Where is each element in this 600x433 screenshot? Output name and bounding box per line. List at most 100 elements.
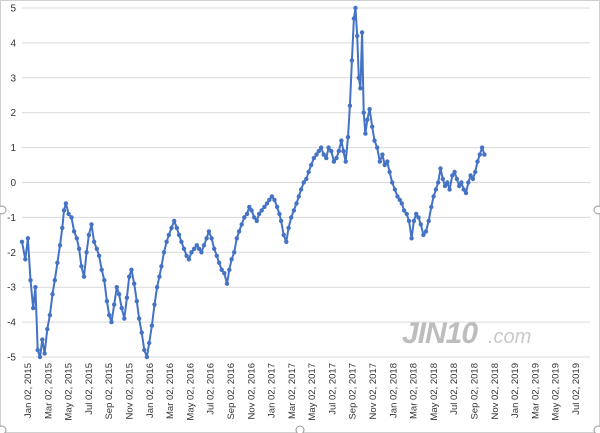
data-point (66, 211, 71, 217)
x-tick-label: Mar 02, 2018 (409, 363, 420, 419)
selection-handles[interactable] (0, 205, 600, 433)
data-point (296, 194, 301, 199)
data-point (154, 285, 160, 290)
data-point (482, 152, 487, 157)
data-point (174, 225, 179, 231)
data-point (196, 246, 202, 251)
y-tick-label: 4 (10, 38, 16, 49)
data-point (60, 225, 65, 231)
data-point (227, 267, 232, 272)
x-axis: Jan 02, 2015 Mar 02, 2015 May 02, 2015 Jul … (23, 363, 582, 421)
data-point (286, 225, 291, 231)
data-point (429, 204, 434, 210)
data-point (176, 232, 182, 238)
data-point (147, 340, 152, 346)
x-tick-label: Nov 02, 2015 (124, 363, 135, 420)
data-point (161, 250, 167, 255)
data-point (416, 215, 421, 220)
data-point (109, 319, 114, 325)
data-point (209, 236, 214, 241)
data-point (50, 292, 55, 297)
x-tick-label: May 02, 2015 (64, 363, 75, 421)
x-tick-label: May 02, 2018 (429, 363, 440, 421)
data-point (214, 253, 219, 258)
data-point (224, 281, 230, 286)
resize-handle-left[interactable] (0, 205, 7, 215)
data-point (347, 103, 353, 108)
data-point (440, 176, 445, 182)
data-point (206, 229, 212, 234)
data-point (139, 330, 144, 335)
data-point (370, 124, 375, 129)
data-point (157, 274, 162, 279)
data-point (359, 30, 365, 35)
data-point (152, 302, 157, 307)
data-point (84, 250, 89, 255)
data-point (69, 215, 74, 220)
data-point (445, 180, 450, 185)
data-point (181, 246, 187, 251)
data-point (466, 180, 471, 185)
data-point (247, 204, 252, 210)
x-tick-label: Mar 02, 2019 (530, 363, 541, 419)
data-point (274, 204, 280, 210)
data-point (382, 162, 387, 168)
data-point (216, 260, 222, 265)
data-point (94, 246, 100, 251)
x-tick-label: May 02, 2016 (185, 363, 196, 421)
data-point (114, 285, 120, 290)
data-point (144, 354, 150, 360)
data-point (291, 208, 297, 213)
watermark-brand: JIN10 (402, 317, 478, 350)
data-point (47, 312, 53, 318)
data-point (414, 211, 419, 217)
data-point (112, 302, 117, 307)
data-point (244, 211, 250, 217)
data-point (99, 267, 104, 272)
x-tick-label: Jul 02, 2019 (571, 363, 582, 415)
data-point (259, 208, 264, 213)
data-point (316, 148, 321, 154)
data-point (28, 278, 33, 283)
data-point (79, 264, 84, 269)
data-point (339, 138, 344, 143)
data-point (433, 187, 439, 192)
data-point (475, 159, 480, 164)
data-point (345, 134, 351, 140)
x-tick-label: Jul 02, 2016 (206, 363, 217, 415)
data-point (473, 169, 478, 175)
resize-handle-bottom-left[interactable] (0, 425, 7, 433)
data-point (411, 218, 417, 224)
watermark-suffix: .com (488, 326, 531, 348)
data-point (442, 183, 448, 189)
y-tick-label: 3 (10, 73, 16, 84)
data-point (239, 222, 244, 227)
data-point (377, 159, 382, 164)
x-tick-label: Sep 02, 2015 (104, 363, 115, 420)
data-point (380, 152, 385, 157)
data-point (267, 197, 272, 203)
data-point (367, 107, 372, 112)
resize-handle-bottom-right[interactable] (593, 425, 600, 433)
y-tick-label: -5 (7, 353, 16, 364)
data-point (169, 225, 174, 231)
data-point (234, 236, 239, 241)
data-point (40, 337, 45, 342)
data-point (375, 145, 380, 150)
resize-handle-right[interactable] (593, 205, 600, 215)
data-point (55, 260, 60, 265)
data-point (23, 257, 28, 262)
y-tick-label: 5 (10, 4, 16, 15)
data-point (418, 222, 423, 227)
data-point (37, 354, 43, 360)
x-tick-label: Jan 02, 2015 (23, 363, 34, 418)
y-tick-label: 1 (10, 143, 16, 154)
data-point (390, 180, 395, 185)
data-point (409, 236, 414, 241)
x-tick-label: Jan 02, 2018 (388, 363, 399, 418)
data-point (222, 271, 227, 276)
resize-handle-bottom[interactable] (295, 425, 305, 433)
data-point (229, 257, 234, 262)
data-point (194, 243, 199, 248)
